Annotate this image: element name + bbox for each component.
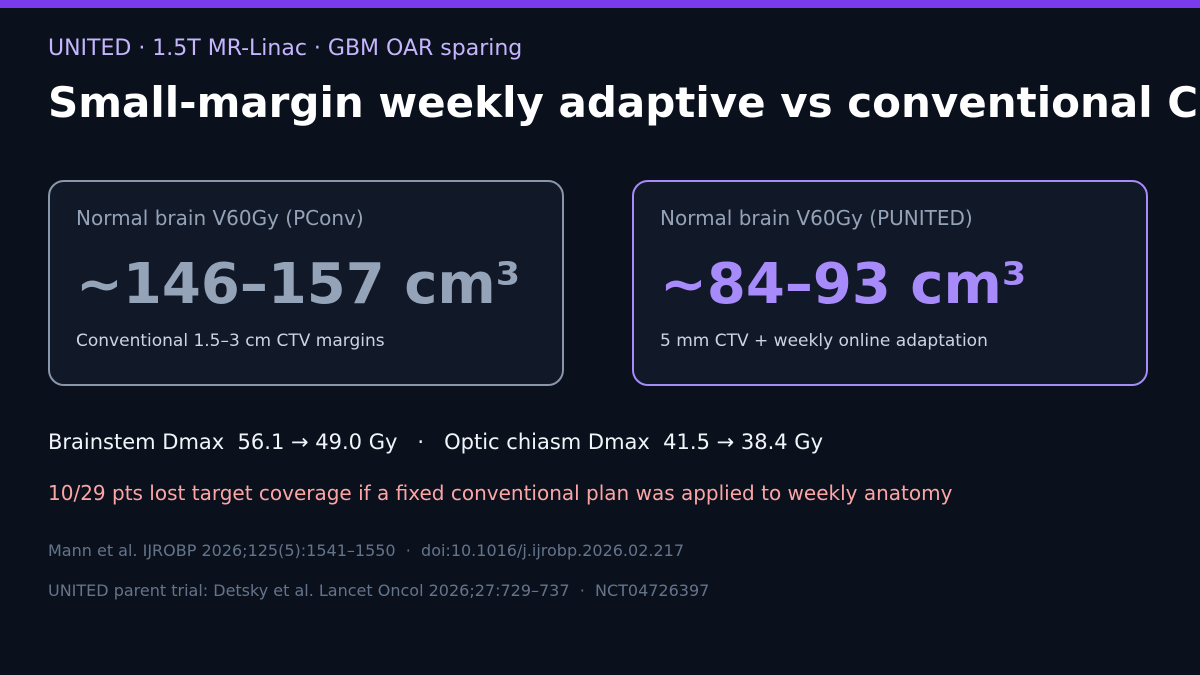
card-value: ~84–93 cm³ [660, 252, 1027, 317]
card-note: Conventional 1.5–3 cm CTV margins [76, 331, 385, 351]
metric-card: Normal brain V60Gy (PUNITED) ~84–93 cm³ … [632, 180, 1148, 386]
card-value: ~146–157 cm³ [76, 252, 521, 317]
card-label: Normal brain V60Gy (PUNITED) [660, 206, 973, 230]
card-note: 5 mm CTV + weekly online adaptation [660, 331, 988, 351]
kicker: UNITED · 1.5T MR-Linac · GBM OAR sparing [48, 36, 523, 61]
reference: Mann et al. IJROBP 2026;125(5):1541–1550… [48, 541, 684, 560]
reference: UNITED parent trial: Detsky et al. Lance… [48, 581, 710, 600]
accent-bar [0, 0, 1200, 8]
metric-card: Normal brain V60Gy (PConv) ~146–157 cm³ … [48, 180, 564, 386]
warning: 10/29 pts lost target coverage if a fixe… [48, 481, 953, 505]
card-label: Normal brain V60Gy (PConv) [76, 206, 364, 230]
title: Small-margin weekly adaptive vs conventi… [48, 78, 1199, 127]
stats-line: Brainstem Dmax 56.1 → 49.0 Gy · Optic ch… [48, 430, 824, 454]
